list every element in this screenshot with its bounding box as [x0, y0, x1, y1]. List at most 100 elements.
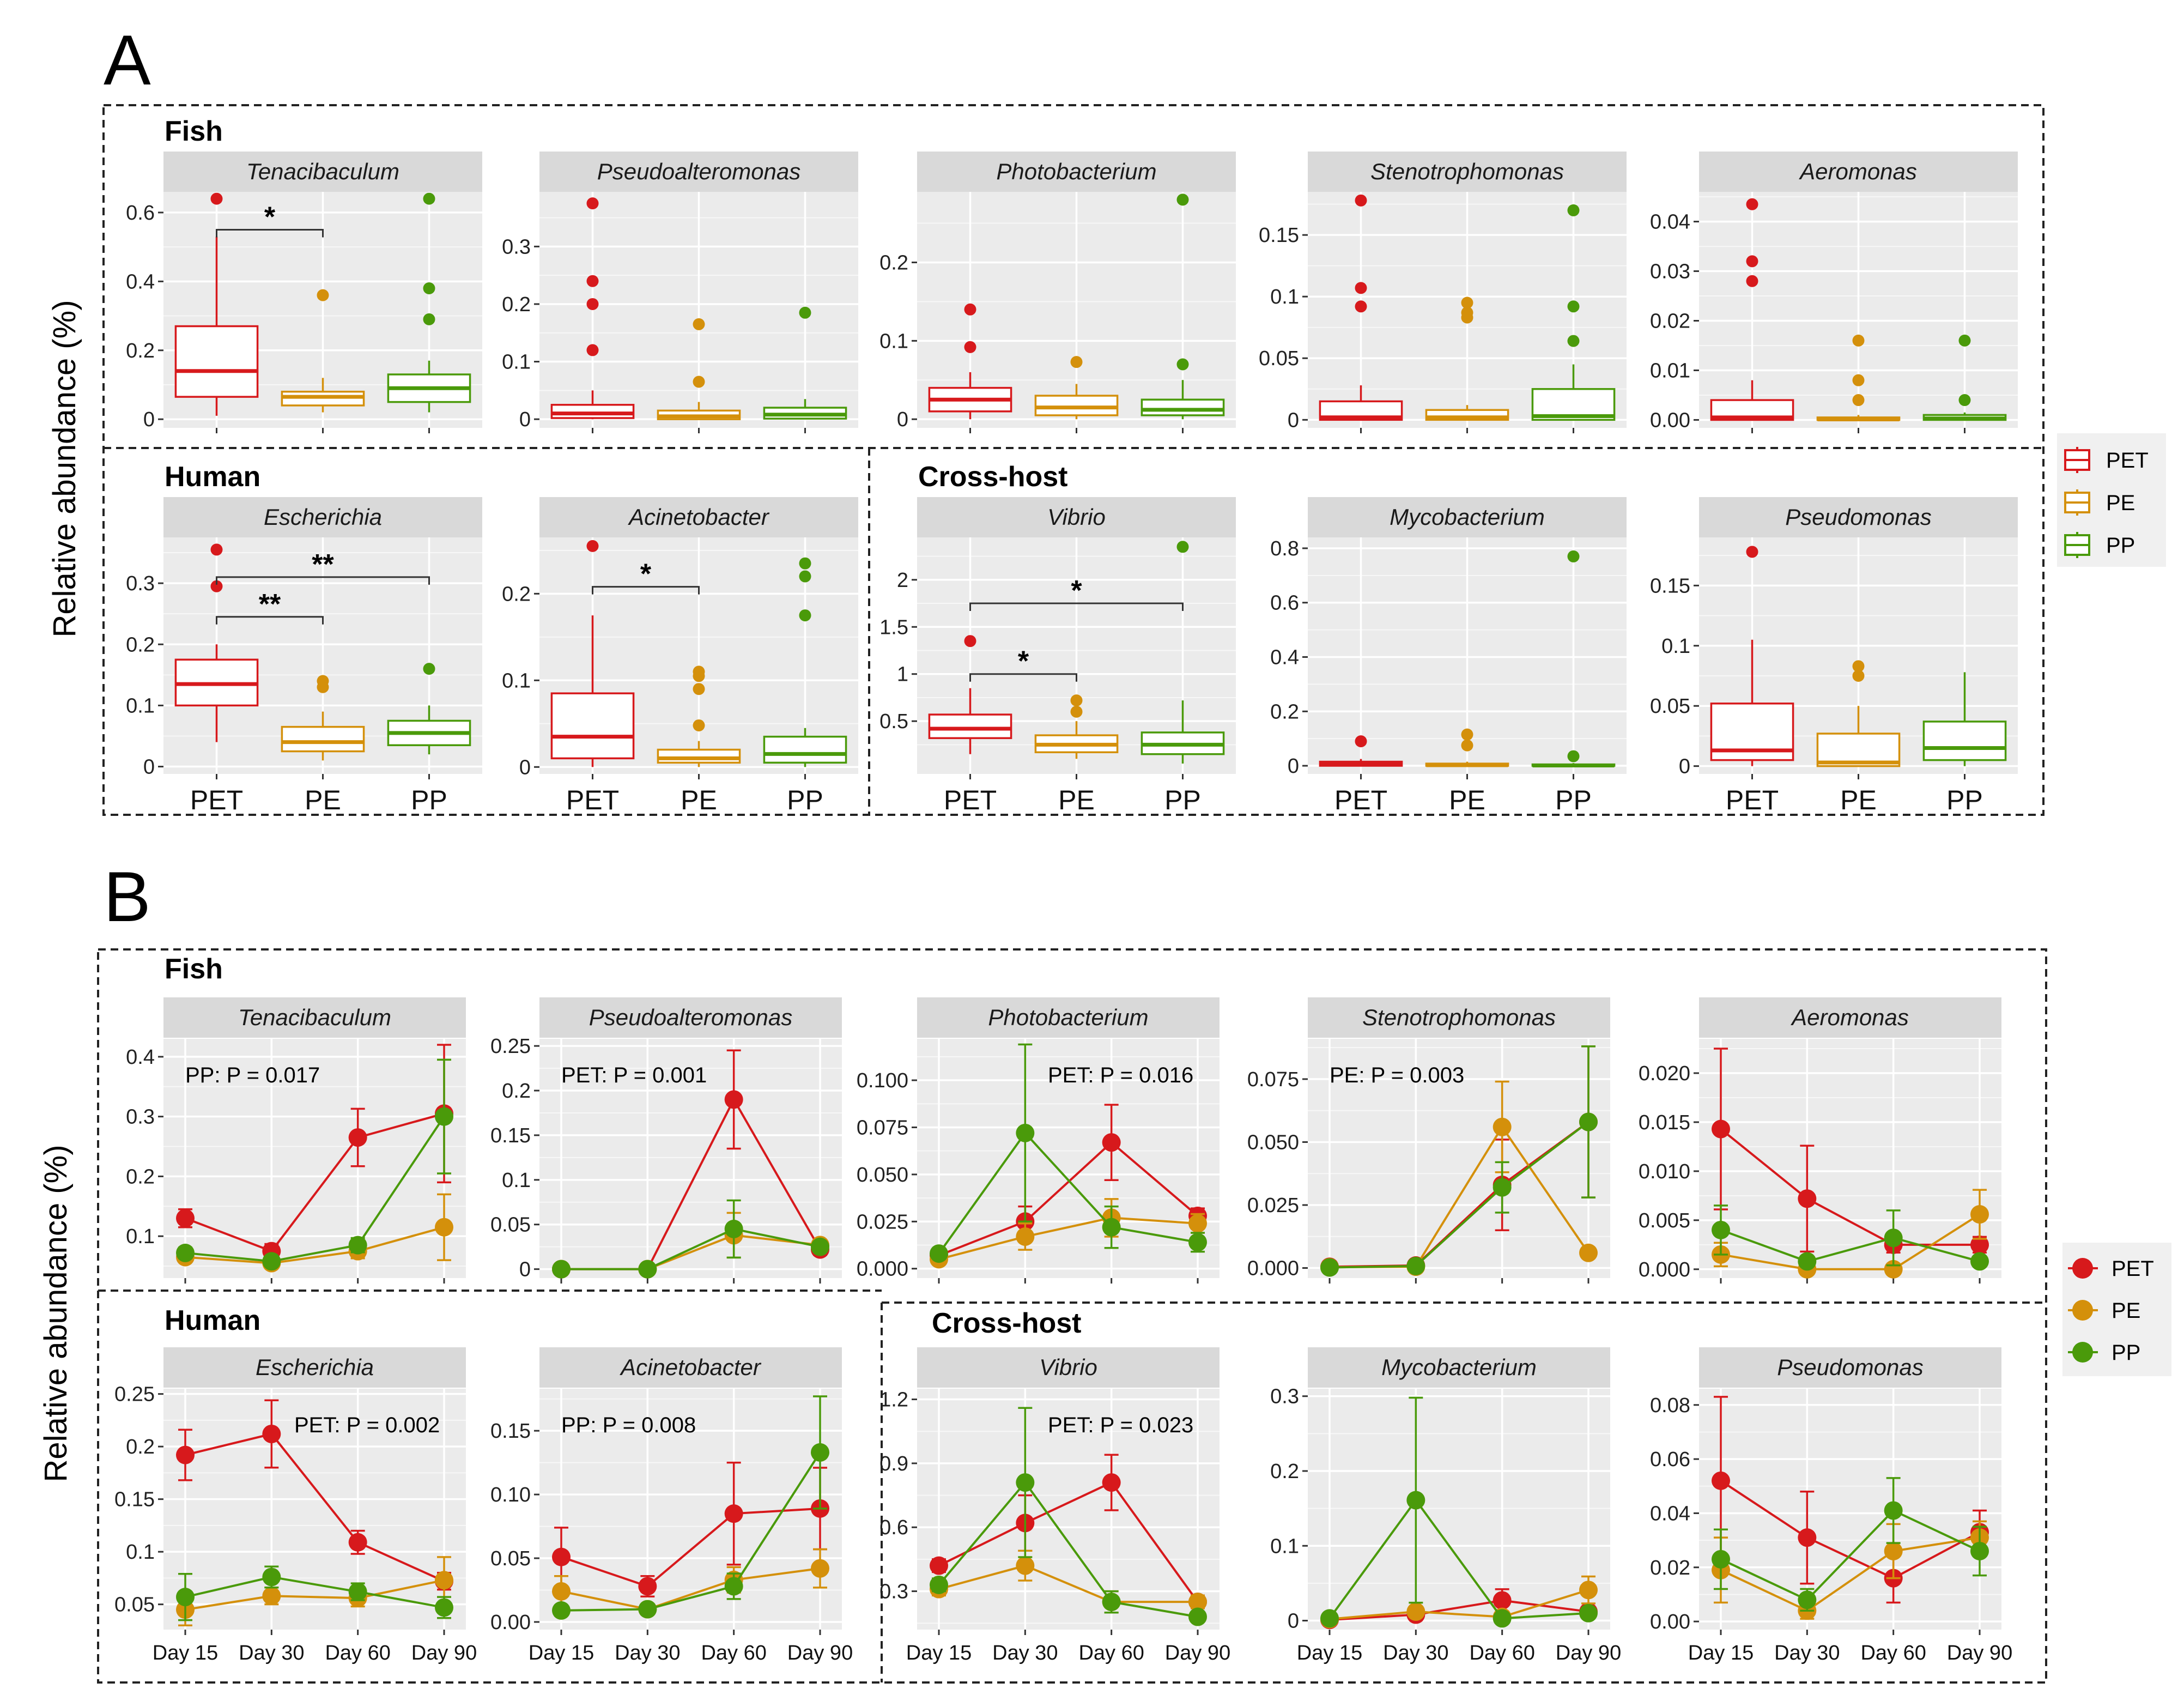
line-panel-mycobacterium-ytick-label: 0 [1288, 1610, 1299, 1633]
line-panel-photobacterium-ytick-label: 0.025 [857, 1210, 908, 1233]
line-panel-pseudomonas-point-pp [1798, 1590, 1817, 1609]
box-panel-vibrio-box-iqr-pet [928, 713, 1012, 740]
line-panel-acinetobacter-series-pp [552, 1395, 829, 1620]
panel-b-frame [97, 948, 2047, 1684]
box-panel-mycobacterium-outlier-pe [1461, 739, 1473, 752]
box-panel-pseudomonas-outlier-pe [1852, 669, 1865, 682]
line-panel-aeromonas-ytick-label: 0.015 [1639, 1111, 1690, 1134]
box-panel-escherichia: Escherichia 0 0.1 0.2 0.3 PET PE PP ** ** [126, 497, 482, 815]
line-panel-escherichia-ytick-label: 0.1 [126, 1541, 155, 1564]
box-panel-tenacibaculum-box-pe [281, 289, 365, 413]
box-panel-vibrio-outlier-pe [1070, 694, 1083, 707]
box-panel-aeromonas-box-pe [1816, 334, 1901, 422]
legend-b-label-pe: PE [2112, 1299, 2140, 1323]
line-panel-escherichia-point-pe [435, 1571, 453, 1590]
line-panel-pseudomonas-point-pp [1884, 1501, 1903, 1520]
y-axis-label-b: Relative abundance (%) [38, 1145, 74, 1482]
box-panel-aeromonas: Aeromonas 0.00 0.01 0.02 0.03 0.04 [1650, 152, 2018, 433]
line-panel-acinetobacter: Acinetobacter 0.00 0.05 0.10 0.15 Day 15 Day 3… [490, 1347, 853, 1664]
panel-letter-b: B [104, 857, 151, 936]
box-panel-vibrio-xtick-label-pp: PP [1164, 785, 1201, 815]
box-panel-escherichia-ytick-label: 0.1 [126, 694, 155, 717]
line-panel-photobacterium-point-pe [1188, 1214, 1207, 1233]
box-panel-vibrio-significance-bracket: * [969, 575, 1184, 612]
line-panel-photobacterium-point-pp [1016, 1123, 1035, 1142]
box-panel-aeromonas-outlier-pp [1958, 394, 1971, 407]
line-panel-tenacibaculum-point-pet [176, 1209, 195, 1228]
group-label-a-human: Human [165, 461, 260, 493]
line-panel-pseudoalteromonas-strip-label: Pseudoalteromonas [589, 1004, 793, 1030]
box-panel-tenacibaculum-outlier-pp [423, 192, 435, 205]
box-panel-mycobacterium-xtick-label-pp: PP [1555, 785, 1592, 815]
box-panel-acinetobacter-strip [539, 497, 858, 537]
line-panel-photobacterium-line-pet [938, 1141, 1199, 1257]
line-panel-escherichia-point-pe [262, 1587, 281, 1606]
box-panel-pseudomonas-box-iqr-pp [1922, 721, 2007, 761]
line-panel-vibrio-point-pp [1016, 1473, 1035, 1492]
line-panel-acinetobacter-annotation: PP: P = 0.008 [561, 1413, 696, 1437]
line-panel-pseudoalteromonas: Pseudoalteromonas 0 0.05 0.1 0.15 0.2 0.25 PET:… [490, 997, 842, 1284]
line-panel-escherichia-ytick-label: 0.25 [114, 1383, 155, 1406]
line-panel-escherichia-point-pet [348, 1533, 367, 1552]
line-panel-mycobacterium-xtick-label: Day 30 [1383, 1642, 1448, 1664]
box-panel-stenotrophomonas-outlier-pe [1461, 306, 1473, 319]
box-panel-tenacibaculum: Tenacibaculum 0 0.2 0.4 0.6 * [126, 152, 482, 433]
box-panel-mycobacterium-ytick-label: 0 [1288, 755, 1299, 778]
line-panel-mycobacterium-line-pp [1328, 1498, 1589, 1620]
box-panel-escherichia-bracket-line [216, 616, 324, 625]
line-panel-stenotrophomonas-series-pp [1320, 1045, 1598, 1277]
box-panel-vibrio-strip-label: Vibrio [1047, 504, 1106, 530]
box-panel-acinetobacter-box-pp [763, 557, 847, 767]
box-panel-tenacibaculum-bracket-line [216, 229, 324, 238]
group-label-a-cross-host: Cross-host [918, 461, 1067, 493]
line-panel-mycobacterium: Mycobacterium 0 0.1 0.2 0.3 Day 15 Day 30 Day 6… [1270, 1347, 1621, 1664]
box-panel-tenacibaculum-box-pet [174, 192, 259, 416]
line-panel-acinetobacter-ytick-label: 0.05 [490, 1547, 531, 1570]
box-panel-pseudomonas-outlier-pe [1852, 660, 1865, 673]
box-panel-acinetobacter-outlier-pe [693, 683, 705, 695]
box-panel-mycobacterium-box-pet [1319, 735, 1403, 767]
line-panel-vibrio-point-pet [930, 1556, 948, 1575]
line-panel-stenotrophomonas-annotation: PE: P = 0.003 [1330, 1063, 1464, 1087]
line-panel-aeromonas-point-pp [1798, 1252, 1817, 1271]
line-panel-escherichia-ytick-label: 0.15 [114, 1488, 155, 1511]
legend-a-item-pp: PP [2064, 532, 2135, 558]
group-label-b-human: Human [165, 1305, 260, 1336]
line-panel-tenacibaculum-point-pp [262, 1252, 281, 1271]
box-panel-pseudomonas-ytick-label: 0.1 [1661, 635, 1690, 658]
box-panel-pseudoalteromonas-box-iqr-pet [550, 404, 635, 419]
box-panel-aeromonas-outlier-pet [1746, 198, 1758, 210]
line-panel-pseudoalteromonas-annotation: PET: P = 0.001 [561, 1063, 707, 1087]
box-panel-vibrio-outlier-pet [964, 635, 976, 647]
box-panel-aeromonas-outlier-pe [1852, 394, 1865, 407]
box-panel-escherichia-box-pe [281, 675, 365, 761]
box-panel-escherichia-bracket-label: ** [312, 549, 334, 580]
line-panel-escherichia-series-pp [176, 1565, 453, 1621]
line-panel-acinetobacter-point-pet [724, 1504, 743, 1523]
group-label-a-fish: Fish [165, 116, 223, 147]
line-panel-vibrio-strip-label: Vibrio [1039, 1354, 1097, 1380]
line-panel-pseudomonas-point-pet [1798, 1528, 1817, 1547]
line-panel-escherichia-line-pp [185, 1576, 445, 1609]
box-panel-stenotrophomonas-outlier-pet [1355, 194, 1367, 207]
line-panel-acinetobacter-point-pe [552, 1582, 571, 1601]
box-panel-stenotrophomonas-strip [1308, 152, 1627, 192]
line-panel-pseudomonas-ytick-label: 0.00 [1650, 1611, 1690, 1633]
box-panel-tenacibaculum-ytick-label: 0.2 [126, 340, 155, 362]
line-panel-pseudoalteromonas-point-pp [638, 1260, 657, 1279]
box-panel-pseudomonas-xtick-label-pe: PE [1840, 785, 1877, 815]
line-panel-pseudomonas-line-pe [1720, 1536, 1980, 1612]
line-panel-tenacibaculum-ytick-label: 0.1 [126, 1225, 155, 1248]
box-panel-aeromonas-ytick-label: 0.01 [1650, 359, 1690, 382]
line-panel-pseudoalteromonas-point-pp [811, 1237, 829, 1256]
box-panel-photobacterium-ytick-label: 0.1 [879, 330, 908, 353]
box-panel-acinetobacter: Acinetobacter 0 0.1 0.2 PET PE PP * [502, 497, 858, 815]
line-panel-pseudoalteromonas-ytick-label: 0.05 [490, 1214, 531, 1237]
box-panel-photobacterium-box-pet [928, 303, 1012, 420]
legend-a-label-pp: PP [2106, 534, 2135, 558]
box-panel-pseudomonas-ytick-label: 0 [1679, 755, 1690, 778]
box-panel-escherichia-significance-bracket: ** [216, 549, 430, 585]
box-panel-pseudoalteromonas-outlier-pet [586, 197, 599, 210]
line-panel-aeromonas-point-pp [1712, 1220, 1730, 1239]
box-panel-vibrio-ytick-label: 1 [897, 663, 908, 686]
